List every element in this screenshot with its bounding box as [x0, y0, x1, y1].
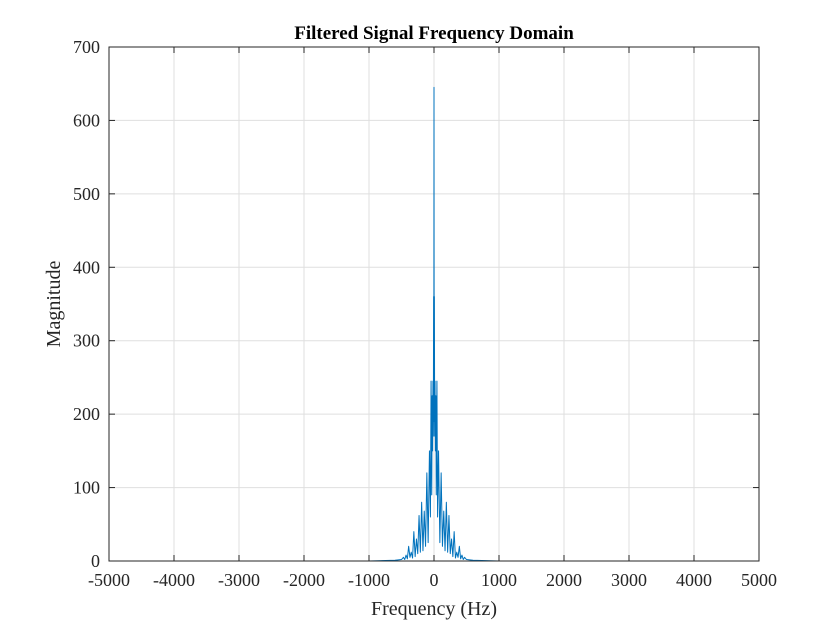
y-tick-label: 700 — [73, 37, 100, 57]
y-tick-labels: 0 100 200 300 400 500 600 700 — [73, 37, 100, 571]
x-tick-label: 4000 — [676, 570, 712, 590]
x-tick-label: 0 — [430, 570, 439, 590]
y-tick-label: 100 — [73, 478, 100, 498]
x-tick-label: -5000 — [88, 570, 130, 590]
series-line — [174, 86, 701, 562]
y-tick-label: 200 — [73, 404, 100, 424]
y-tick-label: 500 — [73, 184, 100, 204]
chart-title: Filtered Signal Frequency Domain — [294, 23, 574, 44]
x-tick-label: -4000 — [153, 570, 195, 590]
x-tick-label: 3000 — [611, 570, 647, 590]
y-tick-label: 300 — [73, 331, 100, 351]
x-tick-label: -3000 — [218, 570, 260, 590]
series-layer — [174, 86, 701, 562]
y-tick-label: 600 — [73, 110, 100, 130]
y-tick-label: 0 — [91, 551, 100, 571]
x-tick-label: 1000 — [481, 570, 517, 590]
tick-marks — [108, 46, 760, 562]
x-axis-label: Frequency (Hz) — [371, 598, 497, 620]
y-axis-label: Magnitude — [43, 261, 65, 348]
x-tick-label: 2000 — [546, 570, 582, 590]
x-tick-label: -2000 — [283, 570, 325, 590]
x-tick-label: 5000 — [741, 570, 777, 590]
x-tick-labels: -5000 -4000 -3000 -2000 -1000 0 1000 2000 3000 40… — [88, 570, 777, 590]
y-tick-label: 400 — [73, 257, 100, 277]
x-tick-label: -1000 — [348, 570, 390, 590]
